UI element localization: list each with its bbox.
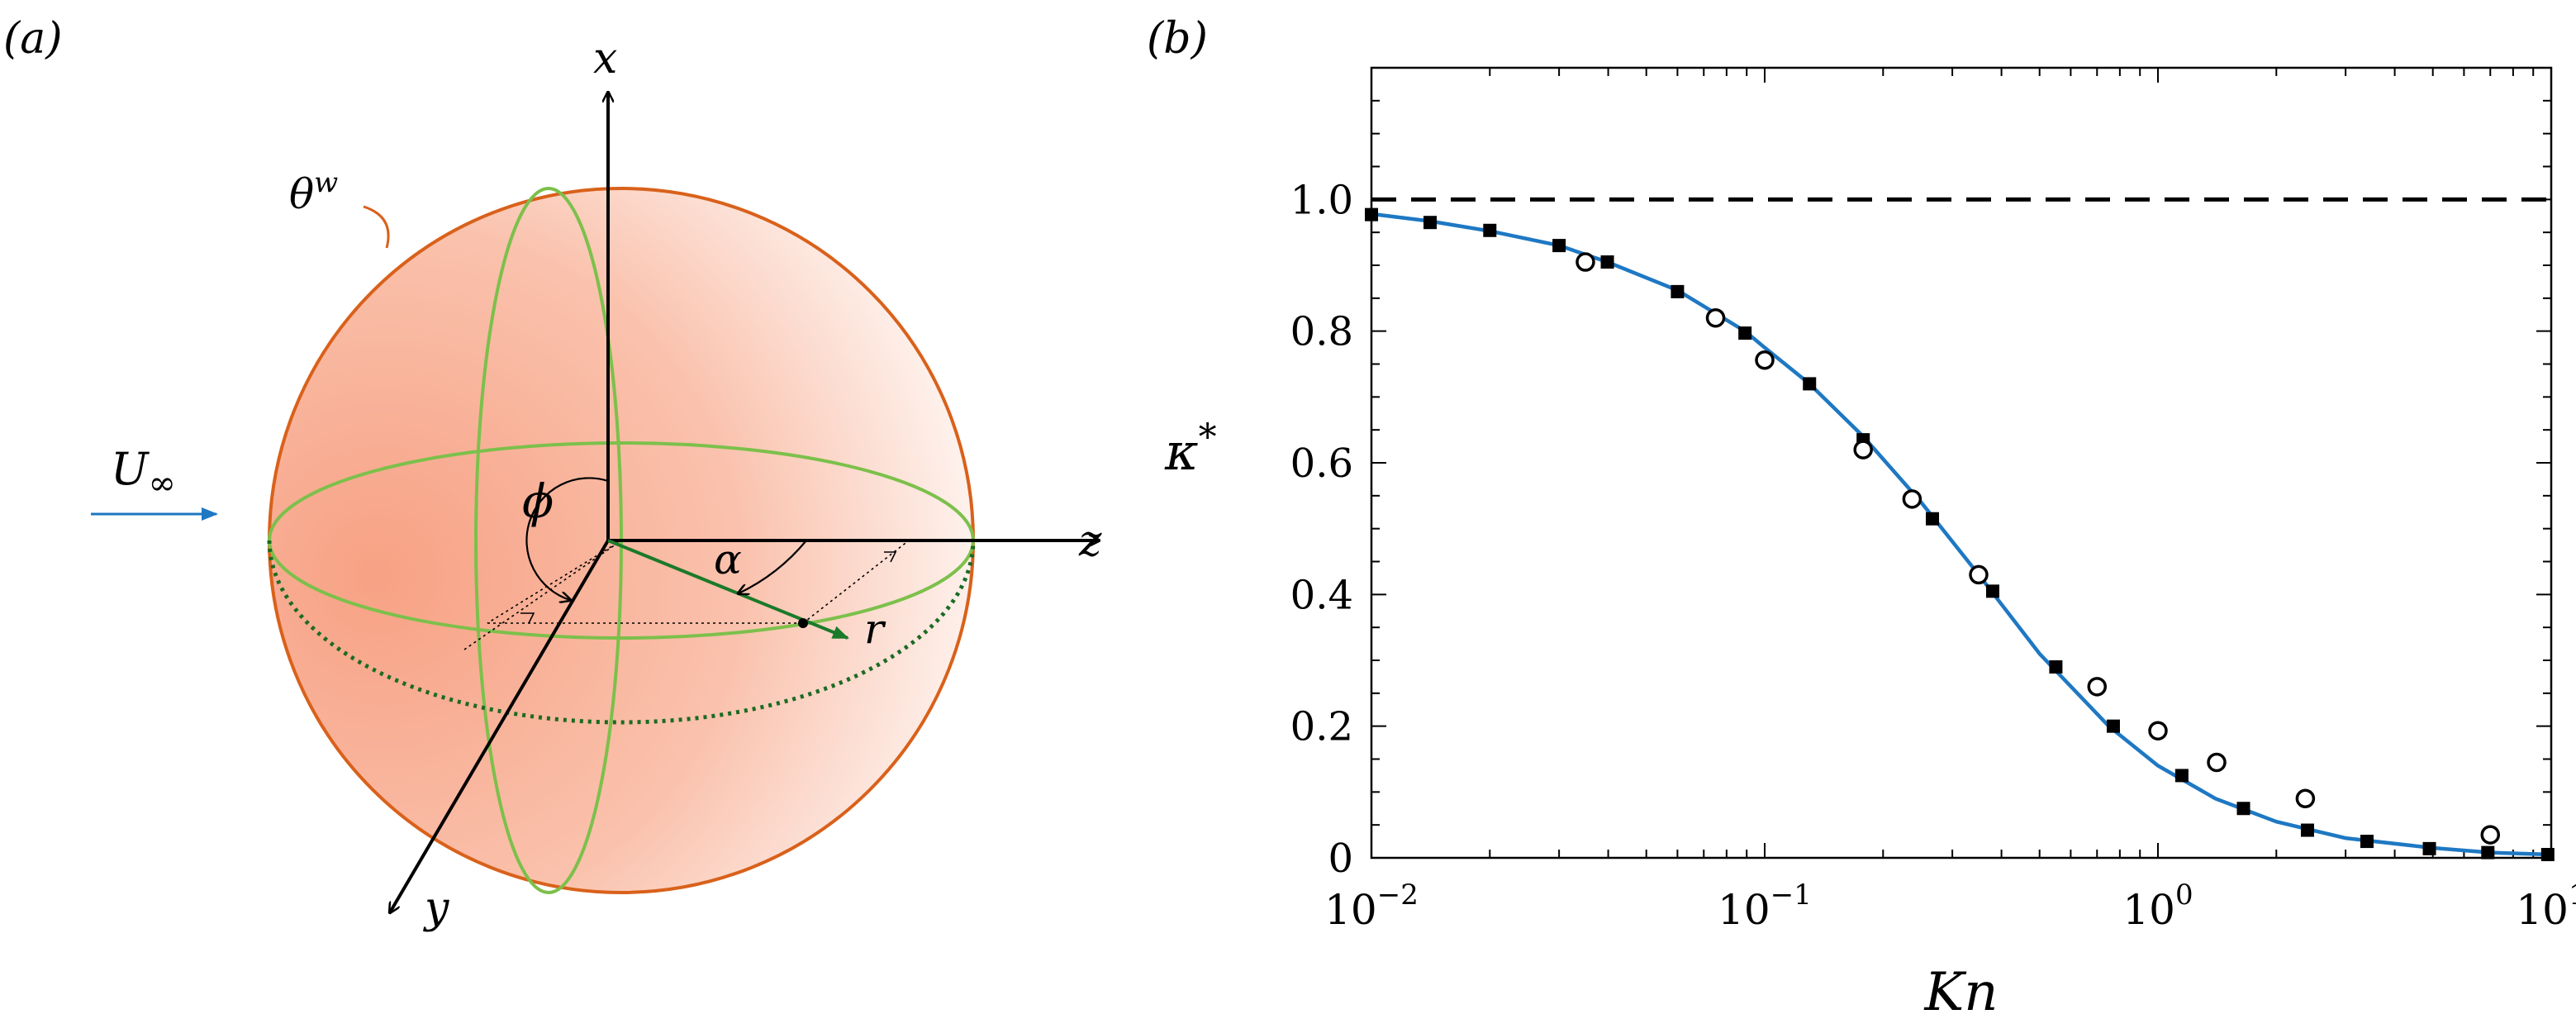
square-marker xyxy=(1671,284,1685,298)
x-tick-label: 10−1 xyxy=(1718,879,1812,934)
y-ticks: 0 0.2 0.4 0.6 0.8 1.0 xyxy=(1290,177,1353,882)
square-marker xyxy=(2236,802,2250,816)
square-markers xyxy=(1365,207,2555,862)
right-angle-mark xyxy=(520,612,535,624)
right-angle-mark xyxy=(884,551,897,563)
square-marker xyxy=(2106,719,2120,733)
theta-w-leader xyxy=(363,205,390,249)
x-axis-label: x xyxy=(593,34,617,83)
square-marker xyxy=(2300,823,2314,837)
x-tick-label: 10−2 xyxy=(1324,879,1419,934)
square-marker xyxy=(1985,584,1999,598)
square-marker xyxy=(2422,841,2436,855)
phi-angle-arc xyxy=(525,477,609,600)
square-marker xyxy=(1738,326,1752,340)
panel-a: (a) x z xyxy=(3,14,1102,933)
z-axis-label: z xyxy=(1078,517,1102,566)
square-marker xyxy=(1483,223,1497,237)
square-marker xyxy=(2540,848,2555,862)
square-marker xyxy=(2174,769,2189,783)
y-tick-label: 0.4 xyxy=(1290,572,1353,618)
panel-b-label: (b) xyxy=(1147,14,1208,64)
y-tick-label: 1.0 xyxy=(1290,177,1353,223)
circle-marker xyxy=(2087,677,2108,697)
y-tick-label: 0.2 xyxy=(1290,704,1353,750)
theta-w-label: θw xyxy=(289,166,338,218)
projection-lines xyxy=(463,540,910,650)
circle-marker xyxy=(1755,350,1775,370)
x-axis-title: Kn xyxy=(1923,962,1998,1019)
square-marker xyxy=(1926,512,1940,526)
x-tick-label: 100 xyxy=(2122,879,2193,934)
circle-marker xyxy=(1705,307,1726,328)
square-marker xyxy=(1803,377,1817,391)
y-axis-label: y xyxy=(423,883,449,933)
square-marker xyxy=(1552,239,1566,253)
circle-marker xyxy=(2148,721,2168,740)
minor-ticks xyxy=(1371,67,2551,859)
circle-marker xyxy=(1902,489,1922,509)
circle-marker xyxy=(1576,252,1595,272)
alpha-angle-arc xyxy=(739,540,807,593)
square-marker xyxy=(1423,216,1438,230)
circle-marker xyxy=(2480,825,2501,845)
circle-marker xyxy=(2207,752,2227,773)
y-tick-label: 0.6 xyxy=(1290,440,1353,487)
circle-marker xyxy=(2295,788,2316,809)
panel-b: (b) 0 0.2 0.4 0.6 0.8 1.0 10−2 10−1 100 101 κ* K… xyxy=(1147,14,2576,1019)
circle-marker xyxy=(1969,564,1989,585)
model-curve xyxy=(1371,212,2552,857)
square-marker xyxy=(2481,845,2495,859)
latitude-circle xyxy=(267,540,976,725)
point-marker xyxy=(798,618,808,628)
y-tick-label: 0.8 xyxy=(1290,309,1353,355)
circle-marker xyxy=(1853,440,1873,460)
square-marker xyxy=(1600,255,1614,269)
u-inf-label: U∞ xyxy=(111,443,176,502)
panel-a-label: (a) xyxy=(3,14,63,64)
square-marker xyxy=(2049,659,2063,674)
x-tick-label: 101 xyxy=(2516,879,2576,934)
circle-markers xyxy=(1576,252,2501,845)
y-axis-title: κ* xyxy=(1164,417,1217,482)
phi-label: ϕ xyxy=(522,475,554,529)
plot-frame xyxy=(1370,66,2553,859)
square-marker xyxy=(1365,207,1378,221)
alpha-label: α xyxy=(714,536,742,583)
r-label: r xyxy=(864,605,886,653)
square-marker xyxy=(2360,835,2374,849)
y-tick-label: 0 xyxy=(1328,836,1353,882)
